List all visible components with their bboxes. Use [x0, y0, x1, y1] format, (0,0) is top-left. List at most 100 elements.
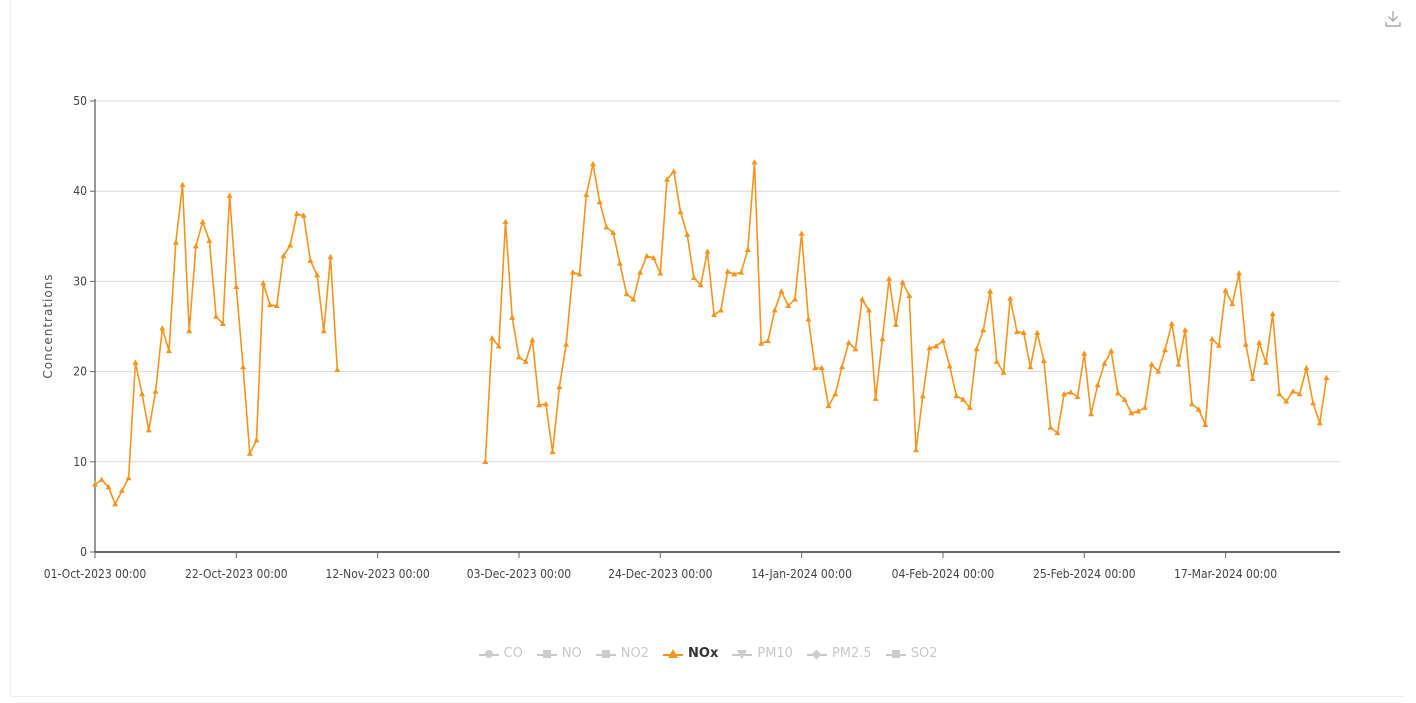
data-point[interactable]: [886, 275, 893, 281]
data-point[interactable]: [845, 339, 852, 345]
data-point[interactable]: [818, 364, 825, 371]
data-point[interactable]: [1310, 400, 1317, 406]
data-point[interactable]: [939, 337, 946, 344]
data-point[interactable]: [670, 168, 677, 174]
data-point[interactable]: [152, 388, 159, 394]
data-point[interactable]: [946, 363, 953, 369]
data-point[interactable]: [1148, 361, 1155, 367]
data-point[interactable]: [832, 390, 839, 397]
data-point[interactable]: [213, 313, 220, 319]
data-point[interactable]: [495, 343, 502, 349]
data-point[interactable]: [1263, 359, 1269, 365]
data-point[interactable]: [623, 290, 630, 297]
data-point[interactable]: [125, 474, 132, 481]
data-point[interactable]: [1269, 310, 1276, 317]
data-point[interactable]: [1141, 404, 1148, 410]
data-point[interactable]: [145, 427, 152, 433]
data-point[interactable]: [226, 192, 233, 198]
data-point[interactable]: [711, 311, 718, 317]
data-point[interactable]: [172, 239, 179, 245]
data-point[interactable]: [1128, 409, 1135, 416]
data-point[interactable]: [1188, 400, 1195, 407]
data-point[interactable]: [509, 314, 516, 320]
data-point[interactable]: [542, 400, 549, 407]
data-point[interactable]: [1316, 419, 1323, 426]
data-point[interactable]: [724, 268, 731, 274]
data-point[interactable]: [616, 260, 623, 266]
data-point[interactable]: [1323, 374, 1330, 381]
data-point[interactable]: [603, 224, 610, 230]
data-point[interactable]: [1155, 368, 1162, 374]
data-point[interactable]: [1242, 341, 1249, 347]
data-point[interactable]: [118, 487, 125, 493]
data-point[interactable]: [1088, 410, 1094, 417]
legend-item-nox[interactable]: NOx: [663, 646, 718, 661]
data-point[interactable]: [1256, 339, 1263, 345]
data-point[interactable]: [690, 274, 697, 280]
data-point[interactable]: [300, 212, 307, 218]
data-point[interactable]: [1121, 396, 1128, 402]
data-point[interactable]: [1074, 393, 1081, 400]
data-point[interactable]: [926, 344, 933, 351]
data-point[interactable]: [1054, 429, 1061, 436]
data-point[interactable]: [1061, 390, 1068, 397]
data-point[interactable]: [973, 345, 980, 352]
data-point[interactable]: [738, 269, 745, 275]
data-point[interactable]: [1047, 424, 1054, 430]
data-point[interactable]: [980, 326, 987, 333]
data-point[interactable]: [516, 354, 522, 360]
data-point[interactable]: [293, 210, 300, 216]
data-point[interactable]: [778, 288, 785, 294]
data-point[interactable]: [1162, 346, 1168, 353]
data-point[interactable]: [1081, 350, 1088, 356]
data-point[interactable]: [1175, 361, 1182, 367]
data-point[interactable]: [953, 392, 960, 399]
data-point[interactable]: [785, 302, 792, 308]
data-point[interactable]: [1202, 421, 1209, 427]
data-point[interactable]: [630, 296, 637, 302]
data-point[interactable]: [314, 271, 321, 278]
data-point[interactable]: [650, 254, 657, 261]
data-point[interactable]: [657, 270, 664, 276]
data-point[interactable]: [913, 446, 919, 453]
data-point[interactable]: [179, 181, 186, 188]
data-point[interactable]: [1296, 390, 1303, 397]
data-point[interactable]: [684, 231, 691, 237]
data-point[interactable]: [1249, 375, 1256, 381]
data-point[interactable]: [677, 208, 684, 215]
data-point[interactable]: [643, 252, 650, 259]
data-point[interactable]: [1101, 360, 1108, 366]
data-point[interactable]: [610, 229, 617, 235]
data-point[interactable]: [791, 296, 798, 302]
data-point[interactable]: [502, 218, 509, 225]
legend-item-no2[interactable]: NO2: [595, 646, 649, 661]
data-point[interactable]: [993, 358, 1000, 364]
data-point[interactable]: [1222, 287, 1229, 293]
data-point[interactable]: [1020, 329, 1027, 335]
data-point[interactable]: [576, 271, 583, 277]
data-point[interactable]: [1034, 329, 1041, 335]
data-point[interactable]: [697, 281, 704, 288]
data-point[interactable]: [1014, 328, 1020, 335]
data-point[interactable]: [1229, 300, 1236, 307]
data-point[interactable]: [1027, 363, 1034, 370]
data-point[interactable]: [879, 335, 886, 342]
data-point[interactable]: [522, 358, 529, 364]
data-point[interactable]: [637, 269, 644, 275]
data-point[interactable]: [139, 390, 146, 397]
data-point[interactable]: [865, 307, 872, 313]
data-point[interactable]: [260, 280, 267, 286]
data-point[interactable]: [966, 404, 973, 410]
data-point[interactable]: [273, 302, 280, 308]
data-point[interactable]: [596, 198, 603, 205]
data-point[interactable]: [731, 271, 738, 277]
data-point[interactable]: [112, 501, 119, 507]
data-point[interactable]: [186, 327, 193, 334]
data-point[interactable]: [1108, 347, 1115, 354]
data-point[interactable]: [199, 218, 206, 225]
data-point[interactable]: [765, 337, 771, 344]
data-point[interactable]: [717, 307, 724, 313]
data-point[interactable]: [839, 363, 845, 370]
data-point[interactable]: [489, 335, 496, 341]
data-point[interactable]: [758, 340, 765, 346]
